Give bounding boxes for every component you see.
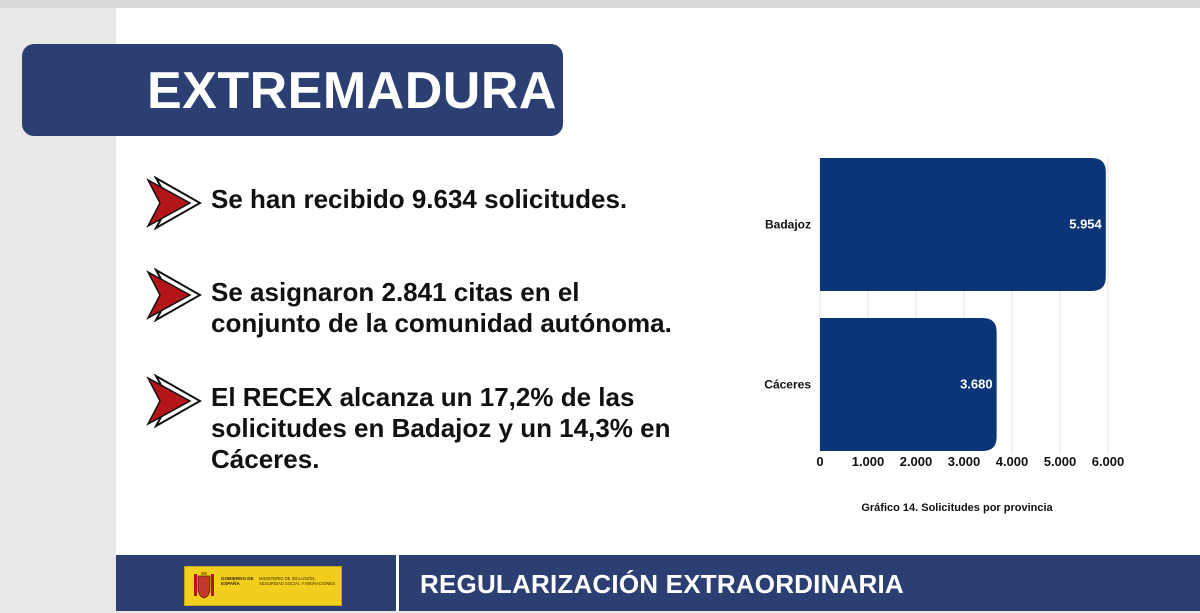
bar-chart: Badajoz 5.954 Cáceres 3.680 0 1.000 2.000 3.000…: [740, 140, 1160, 530]
bullet-text: Se han recibido 9.634 solicitudes.: [211, 184, 628, 214]
x-tick-label: 2.000: [900, 454, 933, 469]
footer-title-panel: REGULARIZACIÓN EXTRAORDINARIA: [399, 555, 1200, 611]
x-tick-label: 1.000: [852, 454, 885, 469]
red-arrow-icon: [146, 374, 202, 428]
chart-caption: Gráfico 14. Solicitudes por provincia: [861, 502, 1053, 514]
bar-badajoz: [820, 158, 1106, 291]
x-tick-label: 5.000: [1044, 454, 1077, 469]
title-banner: [22, 44, 563, 136]
logo-text-government: GOBIERNO DE ESPAÑA: [221, 576, 254, 586]
category-label: Cáceres: [764, 378, 811, 392]
footer-logo-panel: GOBIERNO DE ESPAÑA MINISTERIO DE INCLUSI…: [116, 555, 396, 611]
window-top-bar: [0, 0, 1200, 8]
data-label: 5.954: [1069, 217, 1102, 232]
red-arrow-icon: [146, 268, 202, 322]
bullet-text: Se asignaron 2.841 citas en el conjunto …: [211, 277, 672, 338]
x-tick-label: 4.000: [996, 454, 1029, 469]
footer-title: REGULARIZACIÓN EXTRAORDINARIA: [420, 569, 904, 599]
logo-text-ministry: MINISTERIO DE INCLUSIÓN, SEGURIDAD SOCIA…: [259, 576, 336, 586]
slide-title: EXTREMADURA: [147, 62, 557, 120]
x-tick-label: 6.000: [1092, 454, 1125, 469]
bar-chart-svg: Badajoz 5.954 Cáceres 3.680 0 1.000 2.000 3.000…: [764, 158, 1125, 514]
x-tick-label: 3.000: [948, 454, 981, 469]
x-tick-label: 0: [816, 454, 823, 469]
category-label: Badajoz: [765, 218, 811, 232]
coat-of-arms-icon: [194, 572, 214, 599]
data-label: 3.680: [960, 377, 993, 392]
bar-cáceres: [820, 318, 997, 451]
government-logo: GOBIERNO DE ESPAÑA MINISTERIO DE INCLUSI…: [184, 566, 342, 606]
bullet-text: El RECEX alcanza un 17,2% de las solicit…: [211, 382, 671, 474]
footer-divider: [396, 555, 399, 611]
red-arrow-icon: [146, 176, 202, 230]
